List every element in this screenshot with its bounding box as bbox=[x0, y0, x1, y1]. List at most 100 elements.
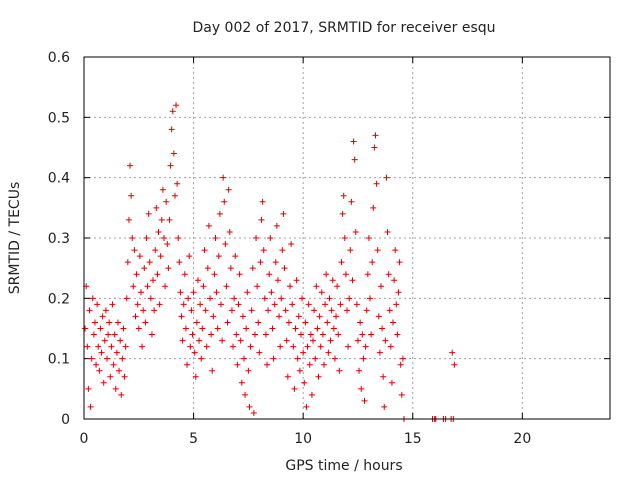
data-point bbox=[230, 343, 237, 350]
data-point bbox=[341, 235, 348, 241]
data-point bbox=[152, 247, 159, 254]
data-point bbox=[84, 343, 91, 350]
data-point bbox=[272, 259, 279, 266]
data-point bbox=[266, 271, 273, 278]
data-point bbox=[338, 259, 345, 266]
data-point bbox=[283, 337, 290, 344]
data-point bbox=[165, 265, 172, 272]
y-tick-label: 0.2 bbox=[48, 291, 70, 307]
data-point bbox=[255, 319, 262, 326]
data-point bbox=[131, 247, 138, 254]
data-point bbox=[258, 216, 265, 223]
data-point bbox=[319, 331, 326, 338]
data-point bbox=[301, 379, 308, 386]
data-point bbox=[346, 295, 353, 302]
data-point bbox=[399, 355, 406, 362]
y-tick-label: 0 bbox=[61, 412, 70, 428]
data-point bbox=[173, 102, 180, 109]
data-point bbox=[125, 216, 132, 223]
data-point bbox=[267, 235, 274, 241]
data-point bbox=[87, 403, 94, 410]
data-point bbox=[244, 289, 251, 296]
data-point bbox=[382, 337, 389, 344]
y-tick-label: 0.3 bbox=[48, 231, 70, 247]
data-point bbox=[397, 361, 404, 368]
data-point bbox=[256, 349, 263, 356]
data-point bbox=[127, 162, 134, 169]
data-point bbox=[388, 379, 395, 386]
data-point bbox=[237, 337, 244, 344]
data-point bbox=[200, 283, 207, 290]
data-point bbox=[213, 289, 220, 296]
x-axis-label: GPS time / hours bbox=[285, 458, 402, 474]
data-point bbox=[176, 259, 183, 266]
data-point bbox=[268, 289, 275, 296]
data-point bbox=[349, 277, 356, 284]
data-point bbox=[135, 325, 142, 332]
data-point bbox=[140, 307, 147, 314]
data-point bbox=[146, 259, 153, 266]
data-point bbox=[288, 241, 295, 248]
data-point bbox=[324, 319, 331, 326]
data-point bbox=[182, 325, 189, 332]
data-point bbox=[86, 307, 93, 314]
data-point bbox=[317, 343, 324, 350]
data-point bbox=[392, 247, 399, 254]
data-point bbox=[345, 343, 352, 350]
data-point bbox=[88, 355, 95, 362]
data-point bbox=[166, 216, 173, 223]
data-point bbox=[97, 325, 104, 332]
data-point bbox=[306, 361, 313, 368]
data-point bbox=[269, 325, 276, 332]
data-point bbox=[380, 373, 387, 380]
data-point bbox=[216, 210, 223, 217]
data-point bbox=[160, 235, 167, 241]
data-point bbox=[246, 403, 253, 410]
data-point bbox=[370, 204, 377, 211]
data-point bbox=[293, 277, 300, 284]
data-point bbox=[178, 313, 185, 320]
data-point bbox=[177, 289, 184, 296]
data-point bbox=[240, 355, 247, 362]
data-point bbox=[192, 373, 199, 380]
data-point bbox=[91, 319, 98, 326]
data-point bbox=[104, 355, 111, 362]
data-point bbox=[107, 373, 114, 380]
data-point bbox=[245, 367, 252, 374]
data-point bbox=[197, 301, 204, 308]
data-point bbox=[374, 247, 381, 254]
data-point bbox=[222, 241, 229, 248]
data-point bbox=[90, 331, 97, 338]
data-point bbox=[175, 235, 182, 241]
data-point bbox=[123, 295, 130, 302]
data-point bbox=[130, 283, 137, 290]
data-point bbox=[204, 265, 211, 272]
data-point bbox=[110, 361, 117, 368]
data-point bbox=[180, 301, 187, 308]
data-point bbox=[108, 343, 115, 350]
data-point bbox=[141, 265, 148, 272]
data-point bbox=[333, 313, 340, 320]
data-point bbox=[219, 337, 226, 344]
data-point bbox=[376, 349, 383, 356]
data-point bbox=[320, 361, 327, 368]
data-point bbox=[191, 349, 198, 356]
data-point bbox=[186, 253, 193, 260]
data-point bbox=[101, 337, 108, 344]
plot-frame bbox=[83, 56, 611, 420]
data-point bbox=[371, 144, 378, 151]
y-axis-label: SRMTID / TECUs bbox=[7, 182, 23, 295]
data-point bbox=[212, 235, 219, 241]
y-tick-label: 0.4 bbox=[48, 171, 70, 187]
data-point bbox=[347, 247, 354, 254]
data-point bbox=[157, 253, 164, 260]
data-point bbox=[228, 307, 235, 314]
data-point bbox=[120, 325, 127, 332]
data-point bbox=[224, 319, 231, 326]
data-point bbox=[117, 337, 124, 344]
data-point bbox=[169, 108, 176, 115]
data-point bbox=[362, 343, 369, 350]
data-point bbox=[187, 343, 194, 350]
data-point bbox=[233, 331, 240, 338]
data-point bbox=[158, 216, 165, 223]
